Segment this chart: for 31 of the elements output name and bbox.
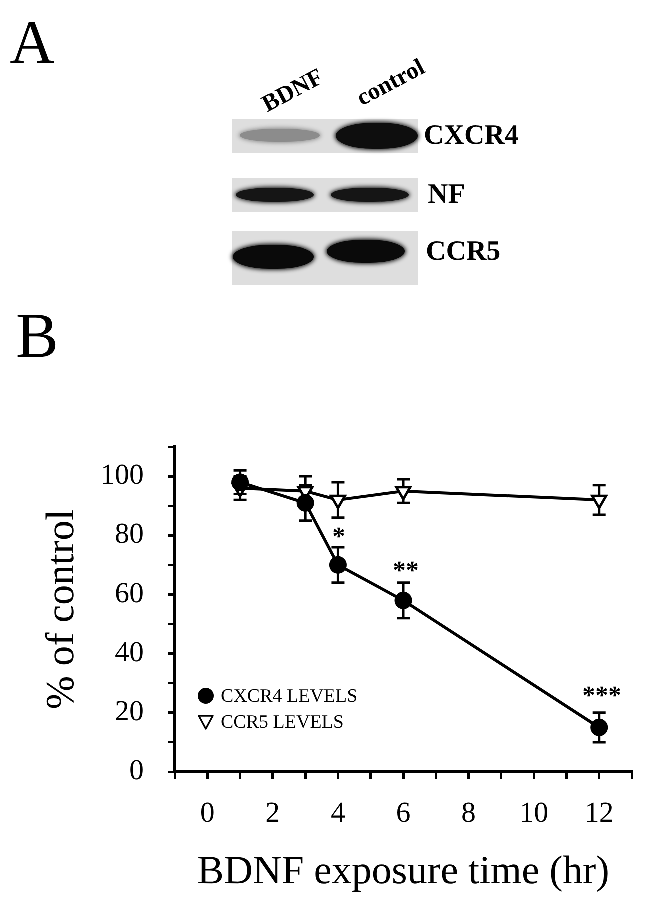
x-tick-label: 2 [266,797,280,830]
text: NF [428,179,466,210]
y-axis-title: % of control [38,510,82,710]
x-tick-label: 0 [200,797,215,830]
text: CCR5 [426,236,501,267]
point [330,494,346,510]
y-tick-label: 60 [115,577,144,610]
x-tick-label: 12 [584,797,614,830]
y-tick-label: 0 [130,754,144,787]
point [590,718,608,736]
point [329,556,347,574]
text: A [10,9,55,77]
legend-label: CXCR4 LEVELS [221,686,358,706]
point [394,592,412,610]
x-tick-label: 10 [520,797,549,830]
annotation: *** [582,681,622,710]
x-tick-label: 4 [330,797,346,830]
point [395,486,412,501]
point [591,494,608,510]
text: CXCR4 [424,120,519,151]
x-axis-title: BDNF exposure time (hr) [197,848,610,892]
annotation: ** [393,556,419,585]
y-tick-label: 20 [115,696,144,728]
y-tick-label: 100 [100,459,144,492]
legend-label: CCR5 LEVELS [221,712,344,732]
x-tick-label: 6 [396,797,411,830]
annotation: * [332,522,346,551]
text: B [16,300,59,371]
x-tick-label: 8 [462,797,476,830]
y-tick-label: 80 [115,518,144,550]
y-tick-label: 40 [115,636,144,668]
